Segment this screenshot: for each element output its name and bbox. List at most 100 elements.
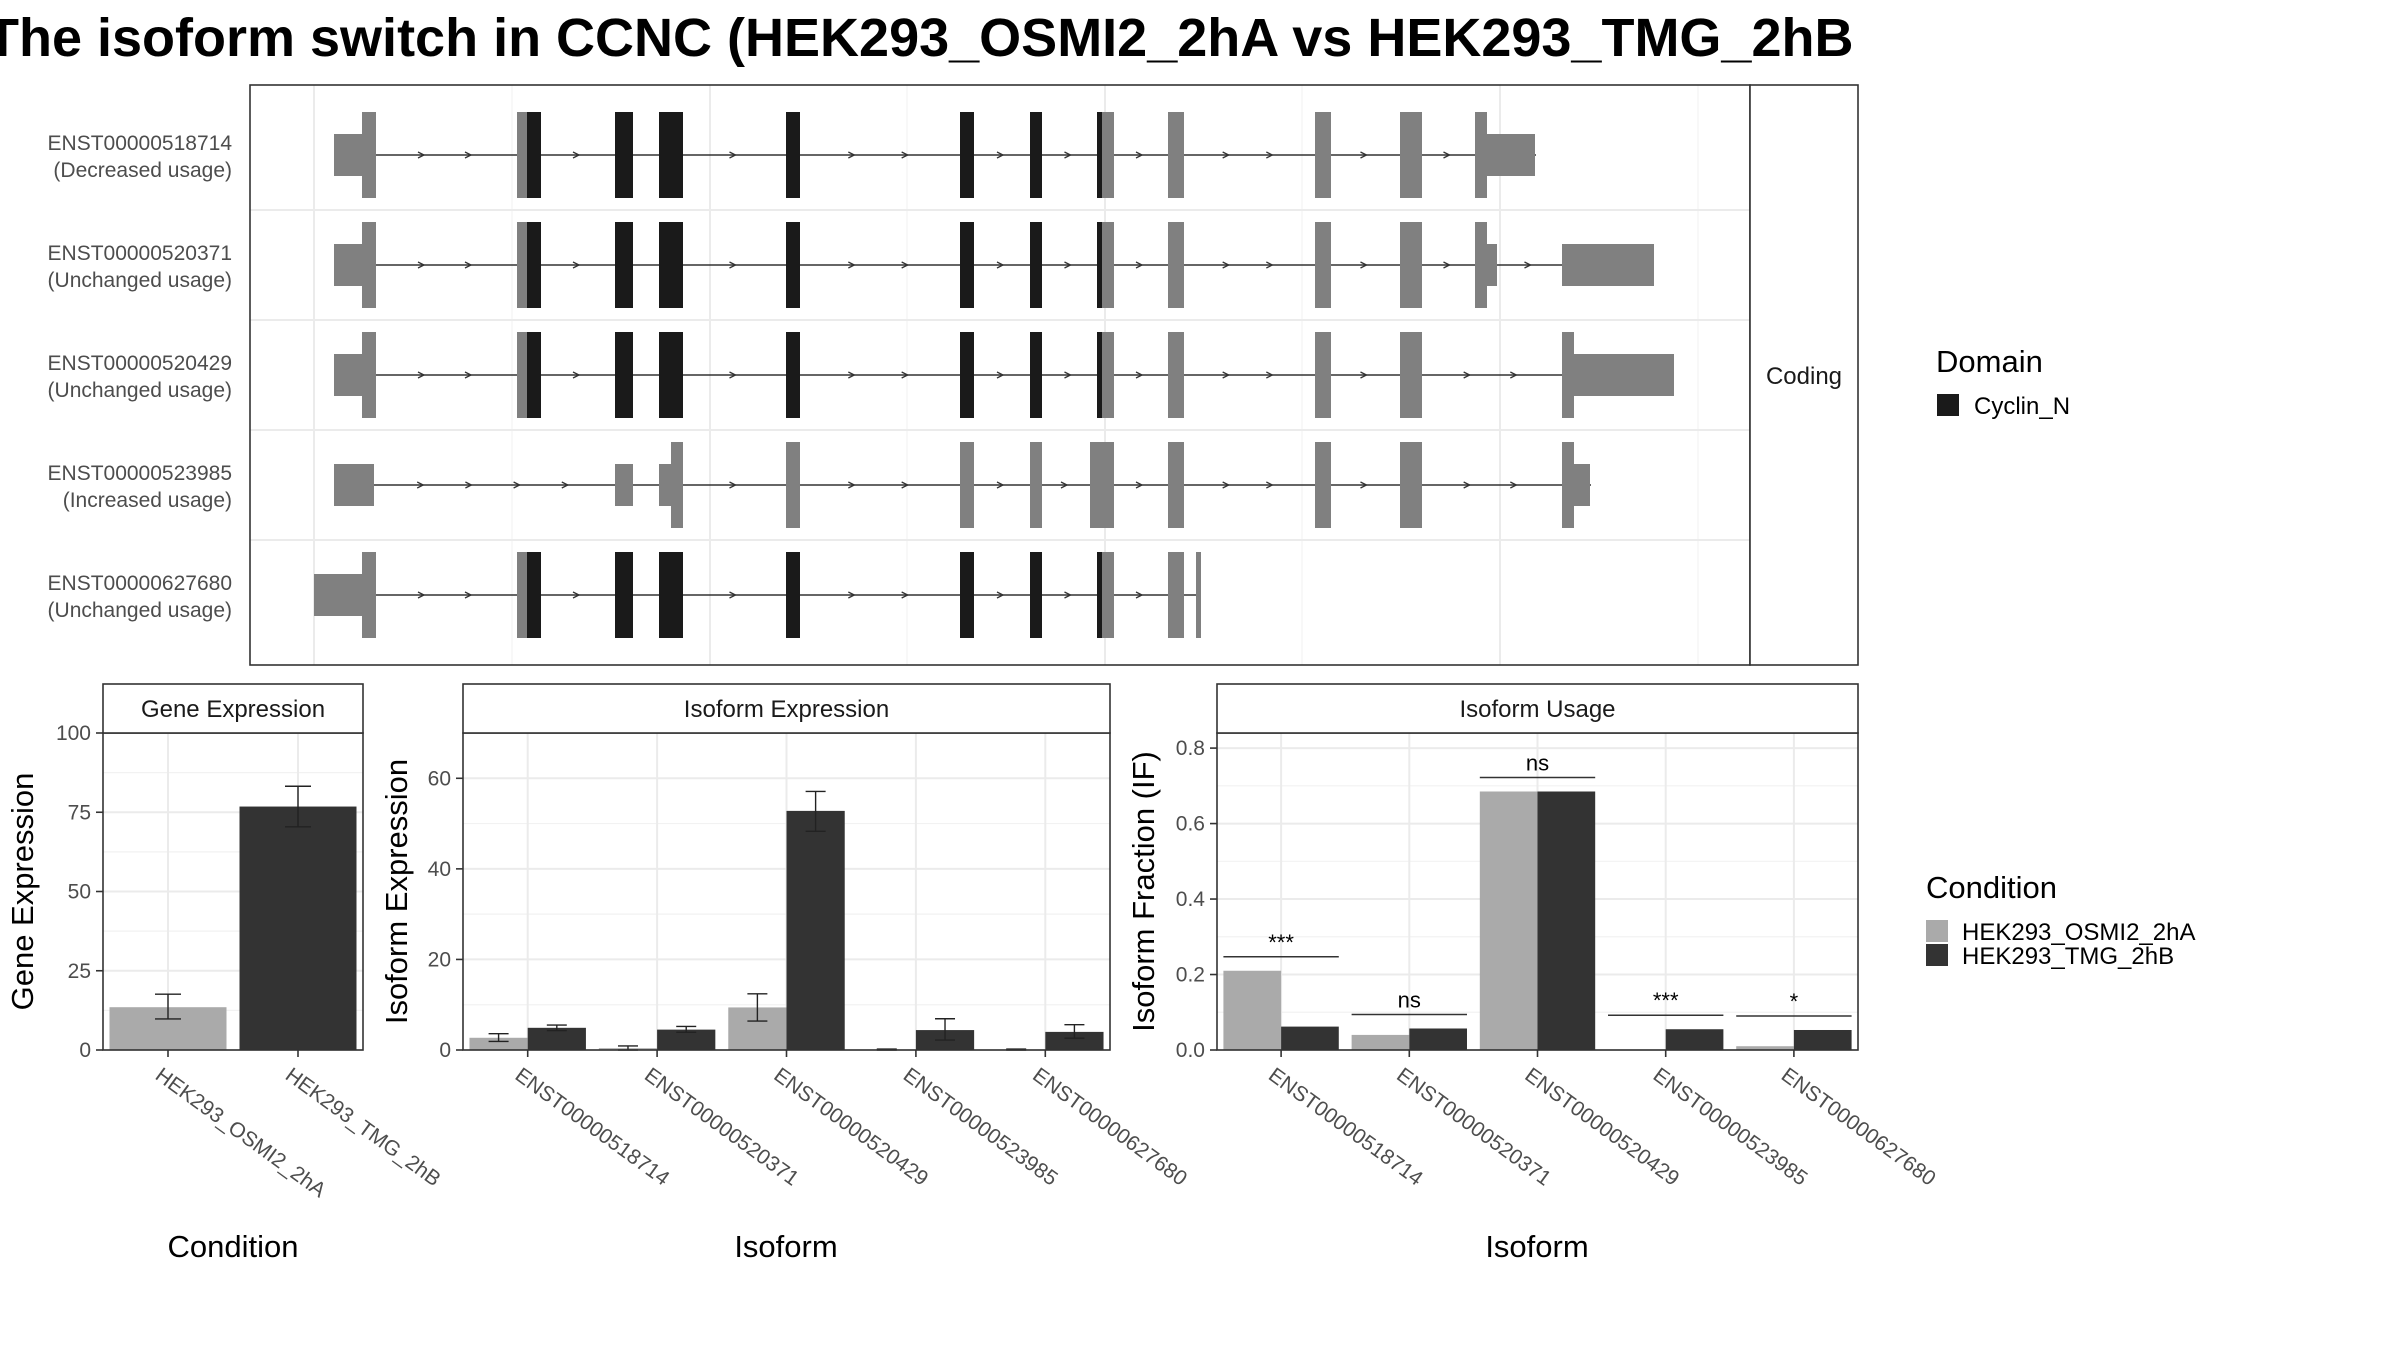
strand-arrow [465, 481, 473, 489]
panel-strip-label: Isoform Usage [1459, 696, 1615, 723]
strand-arrow [1135, 261, 1144, 269]
strand-arrow [1064, 371, 1072, 379]
exon [1315, 222, 1331, 308]
cyclin-n-domain-exon [659, 112, 683, 198]
y-tick-label: 20 [428, 948, 451, 971]
exon [1487, 134, 1535, 176]
x-axis-title: Isoform [1485, 1229, 1588, 1264]
strand-arrow [1064, 591, 1072, 599]
exon [362, 332, 376, 418]
exon [1400, 222, 1422, 308]
exon [362, 222, 376, 308]
exon [1315, 112, 1331, 198]
significance-label: ns [1526, 750, 1549, 775]
exon [1315, 332, 1331, 418]
strand-arrow [1060, 481, 1069, 489]
exon [1030, 442, 1042, 528]
exon [362, 112, 376, 198]
domain-legend-key [1937, 394, 1959, 416]
condition-legend-label-a: HEK293_OSMI2_2hA [1962, 919, 2195, 946]
exon [1102, 552, 1114, 638]
transcript-label-id: ENST00000518714 [48, 132, 233, 155]
cyclin-n-domain-exon [786, 222, 800, 308]
strand-arrow [561, 481, 570, 489]
exon [334, 464, 374, 506]
cyclin-n-domain-exon [960, 112, 974, 198]
condition-legend: Condition HEK293_OSMI2_2hA HEK293_TMG_2h… [1926, 870, 2195, 970]
x-axis-title: Condition [168, 1229, 299, 1264]
strand-arrow [1360, 371, 1368, 379]
strand-arrow [996, 481, 1005, 489]
strand-arrow [1064, 151, 1072, 159]
exon [314, 574, 362, 616]
cyclin-n-domain-exon [786, 552, 800, 638]
domain-legend: Domain Cyclin_N [1936, 344, 2070, 420]
strand-arrow [1222, 151, 1231, 159]
cyclin-n-domain-exon [960, 222, 974, 308]
bar-HEK293_TMG_2hB-ENST00000627680 [1045, 1031, 1104, 1050]
domain-legend-label: Cyclin_N [1974, 393, 2070, 420]
exon [1168, 112, 1184, 198]
strand-arrow [729, 151, 737, 159]
exon [671, 442, 683, 528]
strand-arrow [1222, 261, 1231, 269]
exon [334, 244, 362, 286]
strand-arrow [1266, 371, 1274, 379]
cyclin-n-domain-exon [615, 112, 633, 198]
cyclin-n-domain-exon [1097, 552, 1102, 638]
exon [1168, 222, 1184, 308]
bar-HEK293_TMG_2hB [239, 806, 357, 1050]
strand-arrow [729, 371, 737, 379]
cyclin-n-domain-exon [527, 112, 541, 198]
cyclin-n-domain-exon [659, 552, 683, 638]
error-bar [155, 993, 181, 1020]
exon [1168, 552, 1184, 638]
strand-arrow [1222, 371, 1231, 379]
exon [1102, 222, 1114, 308]
bar-HEK293_OSMI2_2hA-ENST00000627680 [1736, 1046, 1794, 1050]
bar-HEK293_TMG_2hB-ENST00000520429 [1537, 791, 1596, 1050]
exon [1562, 442, 1574, 528]
exon [1102, 332, 1114, 418]
y-tick-label: 0 [439, 1039, 451, 1062]
strand-arrow [901, 481, 910, 489]
x-axis-title: Isoform [734, 1229, 837, 1264]
transcript-row-ENST00000520371 [334, 222, 1654, 308]
transcript-label-usage: (Unchanged usage) [48, 379, 232, 402]
strand-arrow [572, 371, 581, 379]
cyclin-n-domain-exon [527, 222, 541, 308]
exon [362, 552, 376, 638]
cyclin-n-domain-exon [527, 332, 541, 418]
error-bar [676, 1025, 697, 1034]
strand-arrow [1135, 371, 1144, 379]
y-tick-label: 0.8 [1176, 737, 1205, 760]
strand-arrow [1135, 591, 1144, 599]
strand-arrow [1266, 481, 1274, 489]
strand-arrow [417, 151, 426, 159]
exon [1168, 442, 1184, 528]
bar-HEK293_TMG_2hB-ENST00000520371 [1409, 1028, 1467, 1050]
strand-arrow [1266, 151, 1274, 159]
cyclin-n-domain-exon [1030, 112, 1042, 198]
exon [334, 354, 362, 396]
strand-arrow [729, 591, 737, 599]
exon [1574, 464, 1590, 506]
cyclin-n-domain-exon [786, 112, 800, 198]
bar-HEK293_TMG_2hB-ENST00000523985 [1665, 1029, 1724, 1050]
y-tick-label: 100 [56, 722, 91, 745]
exon [960, 442, 974, 528]
bar-HEK293_OSMI2_2hA-ENST00000518714 [1223, 970, 1282, 1050]
strand-arrow [1443, 151, 1451, 159]
exon [1090, 442, 1114, 528]
cyclin-n-domain-exon [527, 552, 541, 638]
strand-arrow [464, 371, 473, 379]
exon [1562, 332, 1574, 418]
cyclin-n-domain-exon [615, 332, 633, 418]
transcript-label-id: ENST00000520429 [48, 352, 232, 375]
bar-HEK293_TMG_2hB-ENST00000518714 [1281, 1026, 1339, 1050]
y-axis-title: Isoform Expression [379, 759, 414, 1024]
exon [517, 222, 527, 308]
y-tick-label: 40 [428, 858, 451, 881]
strand-arrow [901, 261, 910, 269]
exon [517, 112, 527, 198]
